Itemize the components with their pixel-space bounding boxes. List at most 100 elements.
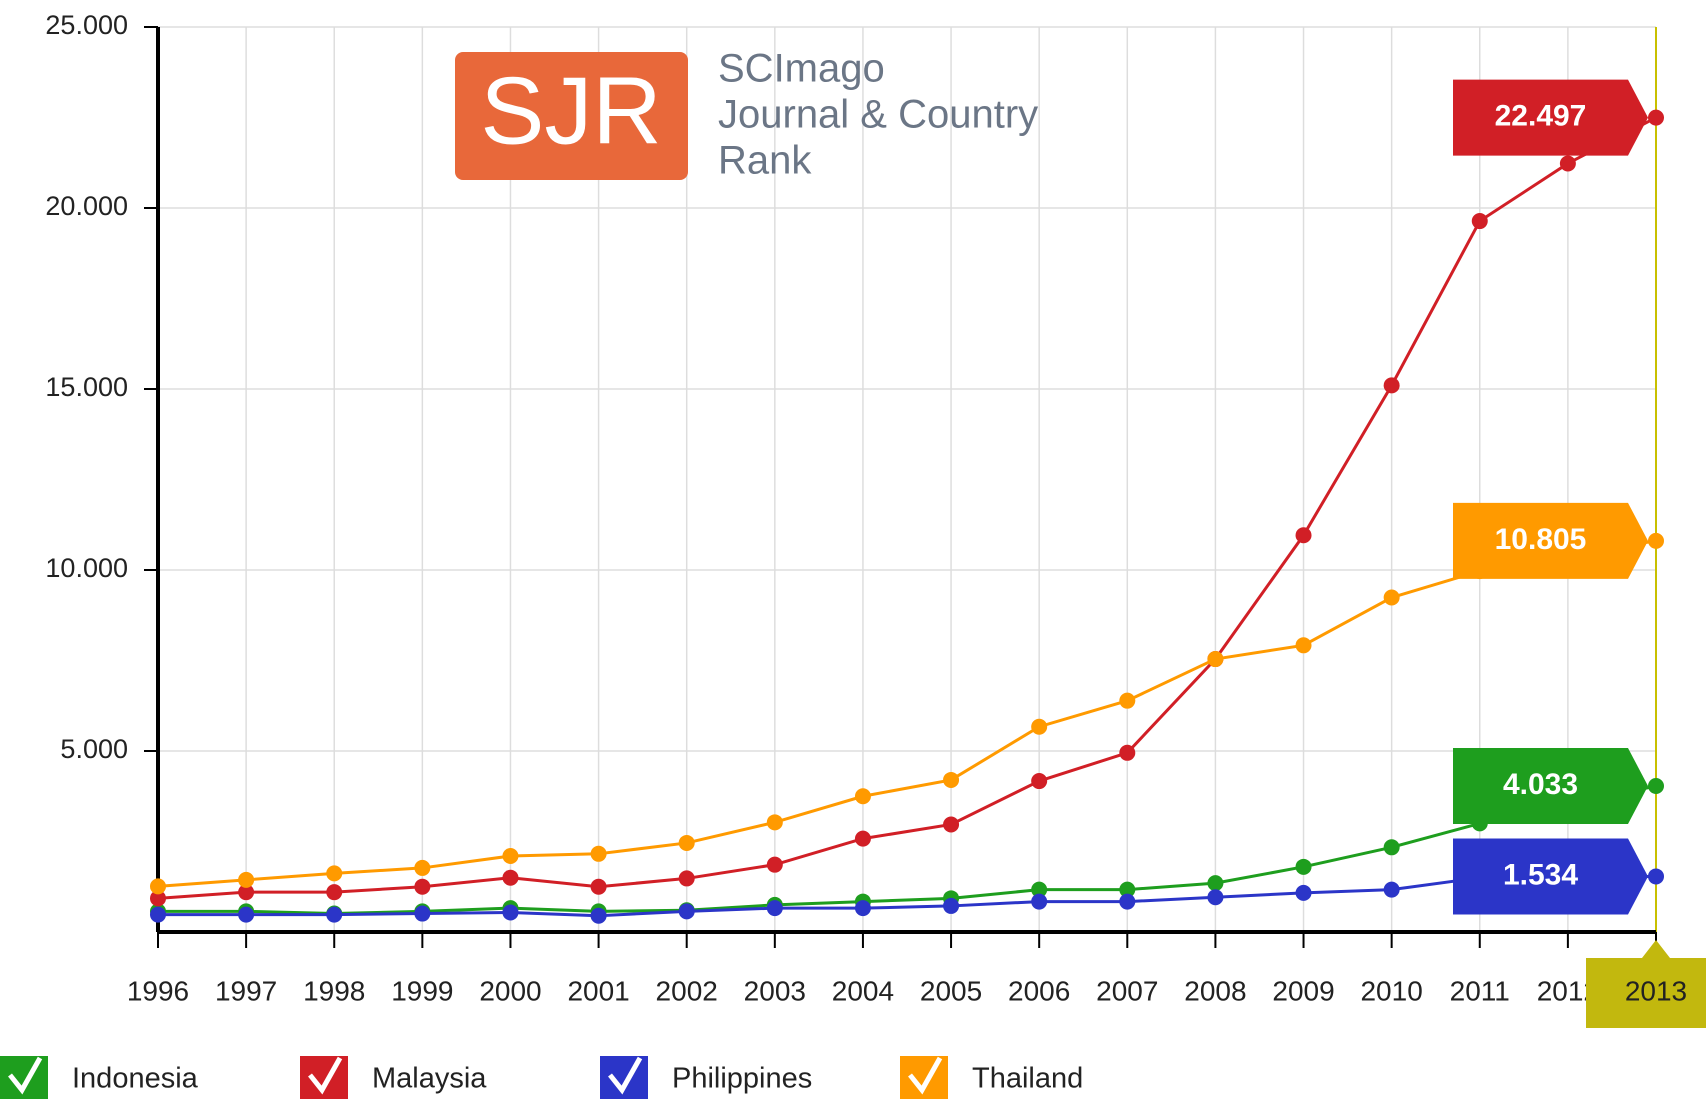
data-point: [1031, 718, 1048, 735]
data-point: [1383, 377, 1400, 394]
data-point: [238, 884, 255, 901]
legend-checkbox[interactable]: [600, 1056, 648, 1099]
legend-check: [608, 1056, 643, 1095]
data-point: [678, 870, 695, 887]
logo-badge-text: SJR: [480, 57, 661, 164]
data-point: [238, 906, 255, 923]
logo-line: Journal & Country: [718, 93, 1038, 137]
data-point: [1119, 881, 1136, 898]
series-line: [157, 116, 1657, 900]
legend-label: Malaysia: [372, 1063, 487, 1095]
data-point: [326, 884, 343, 901]
data-point: [943, 816, 960, 833]
legend-checkbox[interactable]: [0, 1056, 48, 1099]
value-label: 1.534: [1503, 858, 1578, 891]
data-point: [414, 859, 431, 876]
value-label: 22.497: [1495, 100, 1587, 133]
data-point: [766, 900, 783, 917]
x-tick-label: 2001: [567, 975, 629, 1006]
legend-label: Philippines: [672, 1063, 812, 1095]
data-point: [238, 871, 255, 888]
legend-check: [8, 1056, 43, 1095]
highlight-label: 2013: [1625, 975, 1687, 1006]
x-tick-label: 2003: [744, 975, 806, 1006]
value-label: 4.033: [1503, 768, 1578, 801]
legend-checkbox[interactable]: [300, 1056, 348, 1099]
x-tick-label: 2011: [1450, 975, 1510, 1006]
series-line: [158, 784, 1657, 916]
data-point: [766, 856, 783, 873]
data-point: [1559, 155, 1576, 172]
x-tick-label: 2009: [1272, 975, 1334, 1006]
logo-line: Rank: [718, 139, 812, 183]
x-tick-label: 2005: [920, 975, 982, 1006]
data-point: [150, 878, 166, 895]
value-label: 10.805: [1495, 523, 1587, 556]
data-point: [943, 897, 960, 914]
x-tick-label: 1996: [127, 975, 189, 1006]
data-point: [1031, 893, 1048, 910]
logo-line: SCImago: [718, 47, 885, 91]
data-point: [1471, 213, 1488, 230]
data-point: [1383, 839, 1400, 856]
data-point: [854, 788, 871, 805]
data-point: [1119, 893, 1136, 910]
data-point: [854, 900, 871, 917]
data-point: [854, 830, 871, 847]
y-tick-label: 20.000: [45, 191, 128, 221]
x-tick-label: 2007: [1096, 975, 1158, 1006]
value-label-box: [1453, 838, 1648, 915]
data-point: [502, 869, 519, 886]
value-label-box: [1453, 79, 1648, 156]
data-point: [678, 903, 695, 920]
data-point: [1295, 884, 1312, 901]
y-tick-label: 10.000: [45, 553, 128, 583]
data-point: [1648, 778, 1664, 795]
x-tick-label: 2000: [479, 975, 541, 1006]
x-tick-label: 2004: [832, 975, 894, 1006]
x-tick-label: 2006: [1008, 975, 1070, 1006]
legend-label: Indonesia: [72, 1063, 199, 1095]
data-point: [1295, 637, 1312, 654]
x-tick-label: 2008: [1184, 975, 1246, 1006]
data-point: [590, 845, 607, 862]
legend-checkbox[interactable]: [900, 1056, 948, 1099]
data-point: [1383, 881, 1400, 898]
data-point: [502, 847, 519, 864]
data-point: [590, 907, 607, 924]
data-point: [1648, 532, 1664, 549]
series-line: [157, 539, 1657, 888]
value-label-box: [1453, 502, 1648, 579]
data-point: [1031, 881, 1048, 898]
x-tick-label: 1999: [391, 975, 453, 1006]
y-tick-label: 15.000: [45, 372, 128, 402]
data-point: [1295, 858, 1312, 875]
legend-check: [908, 1056, 943, 1095]
data-point: [326, 865, 343, 882]
x-tick-label: 2002: [656, 975, 718, 1006]
x-tick-label: 1997: [215, 975, 277, 1006]
data-point: [1207, 889, 1224, 906]
logo-badge: [455, 52, 688, 180]
data-point: [414, 878, 431, 895]
data-point: [1295, 527, 1312, 544]
data-point: [326, 906, 343, 923]
legend-check: [308, 1056, 343, 1095]
x-tick-label: 2010: [1360, 975, 1422, 1006]
data-point: [502, 904, 519, 921]
data-point: [590, 878, 607, 895]
data-point: [1031, 773, 1048, 790]
series-line: [158, 874, 1657, 918]
data-point: [1648, 868, 1664, 885]
data-point: [766, 814, 783, 831]
data-point: [1207, 651, 1224, 668]
highlight-box: [1586, 940, 1706, 1028]
data-point: [678, 834, 695, 851]
data-point: [1119, 692, 1136, 709]
data-point: [150, 906, 166, 923]
y-tick-label: 5.000: [60, 734, 128, 764]
data-point: [150, 890, 166, 907]
data-point: [943, 771, 960, 788]
x-tick-label: 1998: [303, 975, 365, 1006]
data-point: [1207, 875, 1224, 892]
